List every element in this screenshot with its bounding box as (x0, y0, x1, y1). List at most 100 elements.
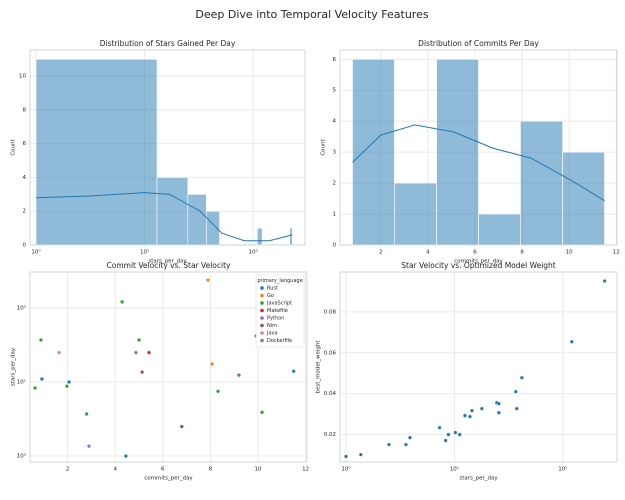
scatter-point (120, 299, 125, 304)
x-axis-label: stars_per_day (459, 476, 498, 482)
y-tick-label: 0 (333, 243, 337, 249)
scatter-point (123, 454, 128, 458)
histogram-bar (35, 58, 158, 246)
x-tick-label: 4 (426, 250, 430, 256)
x-axis-label: commits_per_day (144, 476, 193, 482)
scatter-point (133, 350, 138, 355)
histogram-bar (187, 194, 207, 246)
legend-label: JavaScript (266, 301, 292, 307)
scatter-point (358, 452, 363, 457)
scatter-point (140, 370, 145, 375)
scatter-point (38, 338, 43, 342)
scatter-point (33, 386, 37, 390)
histogram-bar (520, 120, 563, 246)
legend-marker (260, 301, 264, 305)
y-tick-label: 3 (333, 150, 337, 156)
histogram-bar (289, 227, 293, 246)
axes-frame (29, 271, 308, 463)
y-tick-label: 0 (23, 243, 27, 249)
subplot-title: Star Velocity vs. Optimized Model Weight (401, 261, 556, 270)
legend-label: Nim (267, 323, 277, 329)
histogram-bar (562, 151, 605, 246)
scatter-point (513, 389, 518, 394)
y-tick-label: 0.04 (324, 391, 337, 397)
scatter-point (514, 406, 519, 411)
axes-frame (339, 271, 618, 463)
legend-marker (260, 338, 264, 343)
legend-box (255, 274, 305, 348)
histogram-bar (352, 58, 395, 246)
scatter-point (457, 432, 462, 437)
y-tick-label: 10⁰ (17, 453, 27, 460)
histogram-bar (256, 227, 263, 246)
legend-label: Go (267, 293, 274, 299)
scatter-point (446, 432, 451, 437)
histogram-bar (394, 182, 437, 246)
x-tick-label: 2 (66, 467, 70, 473)
scatter-point (479, 406, 484, 411)
y-tick-label: 0.06 (324, 350, 337, 356)
scatter-point (602, 279, 607, 283)
y-tick-label: 4 (23, 175, 27, 181)
scatter-point (64, 384, 69, 389)
legend-marker (260, 331, 264, 335)
y-tick-label: 5 (333, 88, 337, 94)
kde-line (352, 124, 605, 202)
x-tick-label: 10 (254, 467, 261, 473)
figure-title: Deep Dive into Temporal Velocity Feature… (195, 8, 428, 21)
x-tick-label: 10² (558, 466, 567, 473)
y-tick-label: 2 (333, 181, 337, 187)
scatter-point (147, 350, 151, 355)
x-tick-label: 12 (302, 467, 309, 473)
legend-label: Dockerfile (267, 338, 292, 344)
y-tick-label: 2 (23, 209, 27, 215)
scatter-point (443, 438, 448, 443)
x-tick-label: 6 (161, 467, 165, 473)
kde-line (36, 192, 293, 242)
histogram-bar (478, 213, 521, 246)
scatter-point (39, 377, 44, 381)
scatter-point (216, 389, 220, 394)
histogram-bar (156, 177, 189, 246)
scatter-point (437, 425, 442, 430)
y-tick-label: 1 (333, 212, 337, 218)
y-axis-label: best_model_weight (316, 340, 322, 394)
y-tick-label: 10¹ (17, 379, 26, 386)
legend-title: primary_language (257, 278, 302, 284)
subplot-title: Distribution of Commits Per Day (418, 39, 539, 48)
scatter-point (206, 278, 210, 282)
scatter-point (137, 338, 141, 342)
legend-marker (260, 286, 264, 290)
scatter-point (387, 442, 391, 447)
x-tick-label: 8 (209, 467, 213, 473)
scatter-point (467, 414, 472, 419)
legend-marker (260, 308, 264, 313)
y-axis-label: Count (11, 138, 17, 155)
x-tick-label: 6 (473, 250, 477, 256)
scatter-point (344, 454, 348, 459)
scatter-point (469, 408, 474, 413)
y-tick-label: 6 (23, 141, 27, 147)
legend-label: Java (266, 331, 278, 337)
histogram-bar (436, 58, 479, 246)
y-tick-label: 4 (333, 119, 337, 125)
x-tick-label: 10¹ (140, 249, 149, 256)
scatter-point (408, 435, 412, 440)
x-tick-label: 12 (613, 250, 620, 256)
histogram-bar (206, 210, 220, 246)
x-tick-label: 10 (566, 250, 573, 256)
scatter-point (291, 369, 296, 374)
scatter-point (179, 424, 184, 429)
y-tick-label: 8 (23, 107, 27, 113)
legend-label: Python (267, 316, 284, 322)
legend-label: Makefile (267, 308, 288, 314)
y-axis-label: Count (321, 138, 327, 155)
subplot-title: Commit Velocity vs. Star Velocity (107, 261, 232, 270)
x-tick-label: 2 (379, 250, 383, 256)
y-tick-label: 10 (19, 74, 26, 80)
scatter-point (453, 430, 458, 435)
legend-label: Rust (267, 286, 278, 292)
x-axis-label: stars_per_day (148, 259, 187, 265)
scatter-point (67, 380, 71, 384)
legend-marker (260, 323, 264, 328)
